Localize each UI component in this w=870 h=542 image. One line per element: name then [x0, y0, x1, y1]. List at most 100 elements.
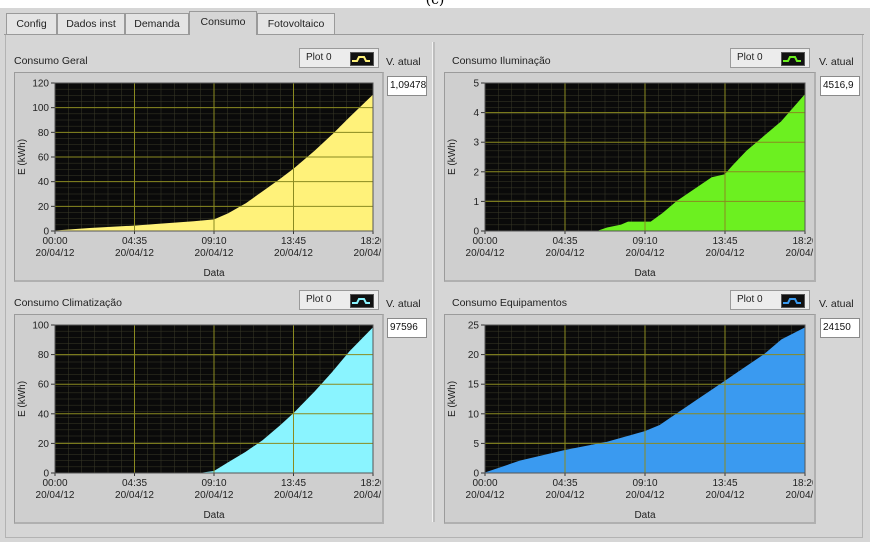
x-tick-label: 13:45 20/04/12 [274, 478, 313, 501]
vatual-label: V. atual [819, 56, 854, 68]
panel-consumo-iluminacao: Consumo Iluminação Plot 0 V. atual 4516,… [444, 48, 867, 282]
x-axis-label: Data [203, 510, 225, 521]
y-tick-label: 20 [38, 202, 50, 213]
y-axis-label: E (kWh) [17, 381, 28, 417]
plot-legend[interactable]: Plot 0 [299, 48, 379, 68]
y-tick-label: 0 [43, 227, 49, 238]
x-tick-label: 18:2020/04/12 [786, 478, 813, 501]
y-tick-label: 2 [473, 167, 479, 178]
x-tick-label: 00:00 20/04/12 [466, 478, 505, 501]
y-axis-label: E (kWh) [447, 381, 458, 417]
x-tick-label: 00:00 20/04/12 [466, 236, 505, 259]
y-axis-label: E (kWh) [17, 139, 28, 175]
x-tick-label: 18:2020/04/12 [354, 478, 381, 501]
tab-consumo[interactable]: Consumo [189, 11, 257, 35]
y-tick-label: 10 [468, 409, 480, 420]
y-tick-label: 1 [473, 197, 479, 208]
app-window: Config Dados inst Demanda Consumo Fotovo… [0, 8, 870, 542]
y-tick-label: 80 [38, 128, 50, 139]
tab-dados-inst[interactable]: Dados inst [57, 13, 125, 34]
y-tick-label: 100 [32, 103, 49, 114]
x-tick-label: 13:45 20/04/12 [706, 236, 745, 259]
panel-title: Consumo Iluminação [452, 55, 551, 67]
x-tick-label: 04:35 20/04/12 [115, 236, 154, 259]
y-tick-label: 0 [473, 227, 479, 238]
y-tick-label: 60 [38, 380, 50, 391]
tab-demanda[interactable]: Demanda [125, 13, 189, 34]
x-tick-label: 04:35 20/04/12 [115, 478, 154, 501]
y-axis-label: E (kWh) [447, 139, 458, 175]
panel-title: Consumo Climatização [14, 297, 122, 309]
y-tick-label: 3 [473, 138, 479, 149]
chart-frame: 00:00 20/04/12 04:35 20/04/12 09:10 20/04/12 1… [444, 72, 825, 282]
y-tick-label: 0 [473, 469, 479, 480]
y-tick-label: 40 [38, 409, 50, 420]
y-tick-label: 120 [32, 79, 49, 90]
vatual-indicator: 24150 [820, 318, 860, 338]
x-tick-label: 13:45 20/04/12 [274, 236, 313, 259]
chart-frame: 00:00 20/04/12 04:35 20/04/12 09:10 20/04/12 1… [14, 72, 393, 282]
panel-consumo-geral: Consumo Geral Plot 0 V. atual 1,09478 00… [14, 48, 434, 282]
plot-line-style-icon [350, 52, 374, 66]
y-tick-label: 80 [38, 350, 50, 361]
vatual-indicator: 4516,9 [820, 76, 860, 96]
plot-legend-label: Plot 0 [306, 52, 332, 63]
plot-legend[interactable]: Plot 0 [730, 290, 810, 310]
x-tick-label: 09:10 20/04/12 [195, 236, 234, 259]
chart-frame: 00:00 20/04/12 04:35 20/04/12 09:10 20/04/12 1… [444, 314, 825, 524]
x-axis-label: Data [634, 268, 656, 279]
plot-legend[interactable]: Plot 0 [299, 290, 379, 310]
y-tick-label: 40 [38, 177, 50, 188]
plot-legend-label: Plot 0 [737, 52, 763, 63]
plot-border [484, 82, 806, 232]
plot-border [54, 82, 374, 232]
plot-line-style-icon [781, 52, 805, 66]
panel-consumo-equipamentos: Consumo Equipamentos Plot 0 V. atual 241… [444, 290, 867, 524]
vatual-indicator: 1,09478 [387, 76, 427, 96]
vatual-label: V. atual [819, 298, 854, 310]
x-tick-label: 18:2020/04/12 [786, 236, 813, 259]
tab-config[interactable]: Config [6, 13, 57, 34]
y-tick-label: 15 [468, 380, 480, 391]
figure-caption: (c) [425, 0, 445, 8]
y-tick-label: 4 [473, 108, 479, 119]
y-tick-label: 20 [38, 439, 50, 450]
x-tick-label: 13:45 20/04/12 [706, 478, 745, 501]
chart-consumo-climatizacao: 00:00 20/04/12 04:35 20/04/12 09:10 20/04/12 1… [17, 321, 393, 522]
y-tick-label: 25 [468, 321, 480, 332]
x-tick-label: 09:10 20/04/12 [626, 236, 665, 259]
tab-underline [4, 34, 864, 35]
panel-consumo-climatizacao: Consumo Climatização Plot 0 V. atual 975… [14, 290, 434, 524]
y-tick-label: 0 [43, 469, 49, 480]
x-tick-label: 04:35 20/04/12 [546, 236, 585, 259]
y-tick-label: 100 [32, 321, 49, 332]
plot-legend-label: Plot 0 [737, 294, 763, 305]
y-tick-label: 60 [38, 153, 50, 164]
vatual-indicator: 97596 [387, 318, 427, 338]
vatual-label: V. atual [386, 298, 421, 310]
vatual-label: V. atual [386, 56, 421, 68]
chart-consumo-geral: 00:00 20/04/12 04:35 20/04/12 09:10 20/04/12 1… [17, 79, 393, 280]
panel-title: Consumo Equipamentos [452, 297, 567, 309]
chart-frame: 00:00 20/04/12 04:35 20/04/12 09:10 20/04/12 1… [14, 314, 393, 524]
chart-consumo-equipamentos: 00:00 20/04/12 04:35 20/04/12 09:10 20/04/12 1… [447, 321, 825, 522]
x-tick-label: 09:10 20/04/12 [626, 478, 665, 501]
panel-title: Consumo Geral [14, 55, 88, 67]
plot-legend[interactable]: Plot 0 [730, 48, 810, 68]
x-axis-label: Data [203, 268, 225, 279]
plot-border [54, 324, 374, 474]
y-tick-label: 5 [473, 79, 479, 90]
x-tick-label: 00:00 20/04/12 [36, 236, 75, 259]
plot-line-style-icon [350, 294, 374, 308]
chart-consumo-iluminacao: 00:00 20/04/12 04:35 20/04/12 09:10 20/04/12 1… [447, 79, 825, 280]
vertical-divider [432, 42, 435, 522]
y-tick-label: 20 [468, 350, 480, 361]
plot-line-style-icon [781, 294, 805, 308]
plot-legend-label: Plot 0 [306, 294, 332, 305]
y-tick-label: 5 [473, 439, 479, 450]
plot-border [484, 324, 806, 474]
x-tick-label: 18:2020/04/12 [354, 236, 381, 259]
tab-fotovoltaico[interactable]: Fotovoltaico [257, 13, 335, 34]
x-tick-label: 00:00 20/04/12 [36, 478, 75, 501]
x-tick-label: 09:10 20/04/12 [195, 478, 234, 501]
